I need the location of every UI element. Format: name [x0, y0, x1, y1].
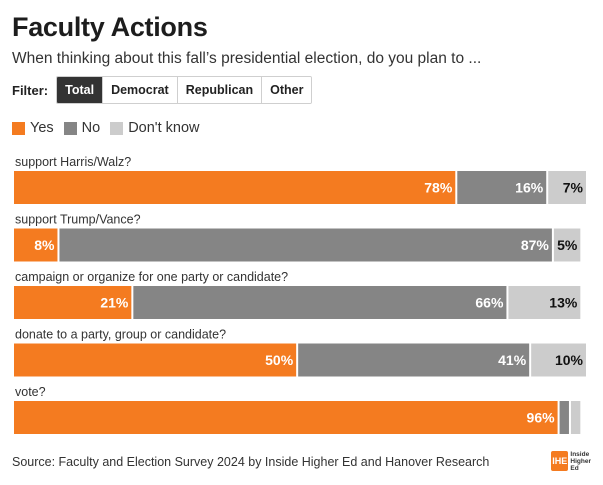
data-label-dont-know: 10%	[555, 352, 584, 368]
data-label-no: 41%	[498, 352, 527, 368]
filter-button-group: Total Democrat Republican Other	[56, 76, 313, 104]
filter-bar: Filter: Total Democrat Republican Other	[12, 76, 313, 104]
bar-segment-no[interactable]	[457, 171, 547, 204]
bar-segment-dont-know[interactable]	[553, 228, 581, 262]
data-label-dont-know: 13%	[549, 295, 578, 311]
data-label-yes: 96%	[527, 410, 556, 426]
filter-label: Filter:	[12, 82, 49, 98]
chart-legend: Yes No Don't know	[12, 120, 209, 136]
bar-segment-dont-know[interactable]	[570, 401, 581, 434]
legend-swatch-no	[63, 121, 77, 135]
category-label: campaign or organize for one party or ca…	[15, 270, 288, 284]
ihe-logo-mark: IHE	[551, 451, 569, 471]
ihe-logo-text: Inside Higher Ed	[570, 451, 591, 472]
bar-segment-no[interactable]	[59, 228, 552, 262]
bar-segment-yes[interactable]	[14, 228, 58, 262]
legend-item-yes: Yes	[12, 120, 54, 136]
legend-label-dont-know: Don't know	[128, 120, 200, 136]
legend-label-no: No	[81, 120, 101, 136]
bar-segment-no[interactable]	[559, 401, 569, 434]
filter-democrat-button[interactable]: Democrat	[103, 77, 178, 103]
ihe-logo-text-line: Ed	[570, 464, 579, 472]
category-label: donate to a party, group or candidate?	[15, 328, 226, 342]
bar-segment-no[interactable]	[298, 343, 530, 377]
legend-item-dont-know: Don't know	[110, 120, 199, 136]
data-label-yes: 8%	[34, 237, 55, 253]
bar-segment-yes[interactable]	[14, 401, 558, 434]
data-label-yes: 78%	[424, 180, 453, 196]
legend-label-yes: Yes	[30, 120, 54, 136]
legend-item-no: No	[63, 120, 101, 136]
chart-subtitle: When thinking about this fall’s presiden…	[12, 50, 482, 67]
bar-segment-dont-know[interactable]	[548, 171, 586, 204]
bar-segment-yes[interactable]	[14, 343, 297, 377]
ihe-logo-text-line: Higher	[570, 457, 591, 465]
chart-title: Faculty Actions	[12, 12, 208, 42]
stacked-bar-chart: support Harris/Walz? 78% 16% 7% support Trum…	[14, 155, 586, 434]
data-label-yes: 50%	[265, 352, 294, 368]
bar-segment-dont-know[interactable]	[508, 286, 581, 319]
source-note: Source: Faculty and Election Survey 2024…	[12, 455, 490, 469]
filter-republican-button[interactable]: Republican	[177, 77, 263, 103]
bar-segment-yes[interactable]	[14, 171, 456, 204]
ihe-logo-text-line: Inside	[570, 450, 590, 458]
data-label-no: 87%	[521, 237, 550, 253]
filter-total-button[interactable]: Total	[57, 77, 104, 103]
data-label-yes: 21%	[100, 295, 129, 311]
data-label-dont-know: 7%	[563, 180, 584, 196]
filter-other-button[interactable]: Other	[262, 77, 312, 103]
bar-segment-dont-know[interactable]	[531, 343, 586, 377]
category-label: vote?	[15, 385, 46, 399]
category-label: support Harris/Walz?	[15, 155, 131, 169]
category-label: support Trump/Vance?	[15, 213, 141, 227]
bar-segment-no[interactable]	[133, 286, 507, 319]
data-label-no: 16%	[515, 180, 544, 196]
legend-swatch-yes	[12, 121, 25, 135]
data-label-no: 66%	[475, 295, 504, 311]
bar-segment-yes[interactable]	[14, 286, 132, 319]
legend-swatch-dont-know	[110, 121, 124, 135]
data-label-dont-know: 5%	[557, 237, 578, 253]
ihe-logo: IHE Inside Higher Ed	[551, 449, 591, 473]
